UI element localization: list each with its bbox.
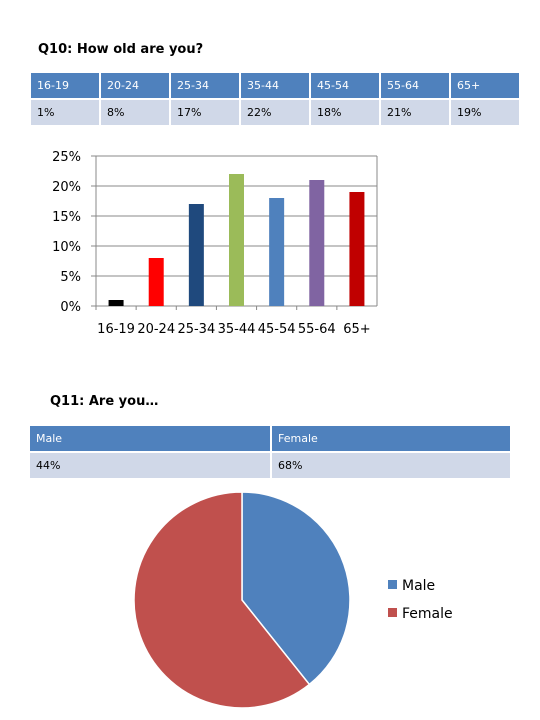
bar-45-54 bbox=[269, 198, 285, 306]
q10-table: 16-19 20-24 25-34 35-44 45-54 55-64 65+ … bbox=[29, 71, 521, 127]
q10-header-cell: 65+ bbox=[451, 73, 519, 98]
q10-header-cell: 20-24 bbox=[101, 73, 169, 98]
q10-value-cell: 21% bbox=[381, 100, 449, 125]
x-tick-label: 35-44 bbox=[218, 322, 256, 337]
y-tick-label: 15% bbox=[52, 210, 81, 225]
q10-header-cell: 55-64 bbox=[381, 73, 449, 98]
x-tick-label: 55-64 bbox=[298, 322, 336, 337]
bar-35-44 bbox=[229, 174, 244, 306]
q11-header-cell: Female bbox=[272, 426, 510, 451]
q11-table: Male Female 44% 68% bbox=[28, 424, 512, 480]
x-tick-label: 25-34 bbox=[177, 322, 215, 337]
pie-slice-male bbox=[241, 491, 351, 686]
bar-25-34 bbox=[188, 204, 204, 306]
y-tick-label: 10% bbox=[52, 240, 81, 255]
q10-title: Q10: How old are you? bbox=[38, 42, 204, 57]
bar-20-24 bbox=[148, 258, 164, 306]
q10-value-cell: 19% bbox=[451, 100, 519, 125]
q10-header-cell: 16-19 bbox=[31, 73, 99, 98]
q10-header-cell: 45-54 bbox=[311, 73, 379, 98]
x-tick-label: 16-19 bbox=[97, 322, 135, 337]
q11-value-cell: 68% bbox=[272, 453, 510, 478]
pie-slice-female bbox=[133, 491, 311, 709]
q10-value-cell: 18% bbox=[311, 100, 379, 125]
q11-value-cell: 44% bbox=[30, 453, 270, 478]
bar-16-19 bbox=[108, 300, 124, 306]
q11-header-row: Male Female bbox=[30, 426, 510, 451]
x-tick-label: 20-24 bbox=[137, 322, 175, 337]
q11-header-cell: Male bbox=[30, 426, 270, 451]
x-tick-label: 45-54 bbox=[258, 322, 296, 337]
q10-header-cell: 35-44 bbox=[241, 73, 309, 98]
y-tick-label: 5% bbox=[60, 270, 81, 285]
bar-55-64 bbox=[309, 180, 325, 306]
q11-title: Q11: Are you… bbox=[50, 394, 159, 409]
q11-value-row: 44% 68% bbox=[30, 453, 510, 478]
q10-value-cell: 22% bbox=[241, 100, 309, 125]
y-tick-label: 25% bbox=[52, 150, 81, 165]
legend-swatch bbox=[388, 608, 397, 617]
q10-value-cell: 1% bbox=[31, 100, 99, 125]
q10-value-cell: 8% bbox=[101, 100, 169, 125]
q10-value-row: 1% 8% 17% 22% 18% 21% 19% bbox=[31, 100, 519, 125]
legend-swatch bbox=[388, 580, 397, 589]
q10-header-cell: 25-34 bbox=[171, 73, 239, 98]
q10-header-row: 16-19 20-24 25-34 35-44 45-54 55-64 65+ bbox=[31, 73, 519, 98]
legend-label: Female bbox=[402, 606, 453, 622]
bar-65+ bbox=[349, 192, 365, 306]
legend-label: Male bbox=[402, 578, 435, 594]
y-tick-label: 0% bbox=[60, 300, 81, 315]
q10-value-cell: 17% bbox=[171, 100, 239, 125]
y-tick-label: 20% bbox=[52, 180, 81, 195]
x-tick-label: 65+ bbox=[343, 322, 370, 337]
